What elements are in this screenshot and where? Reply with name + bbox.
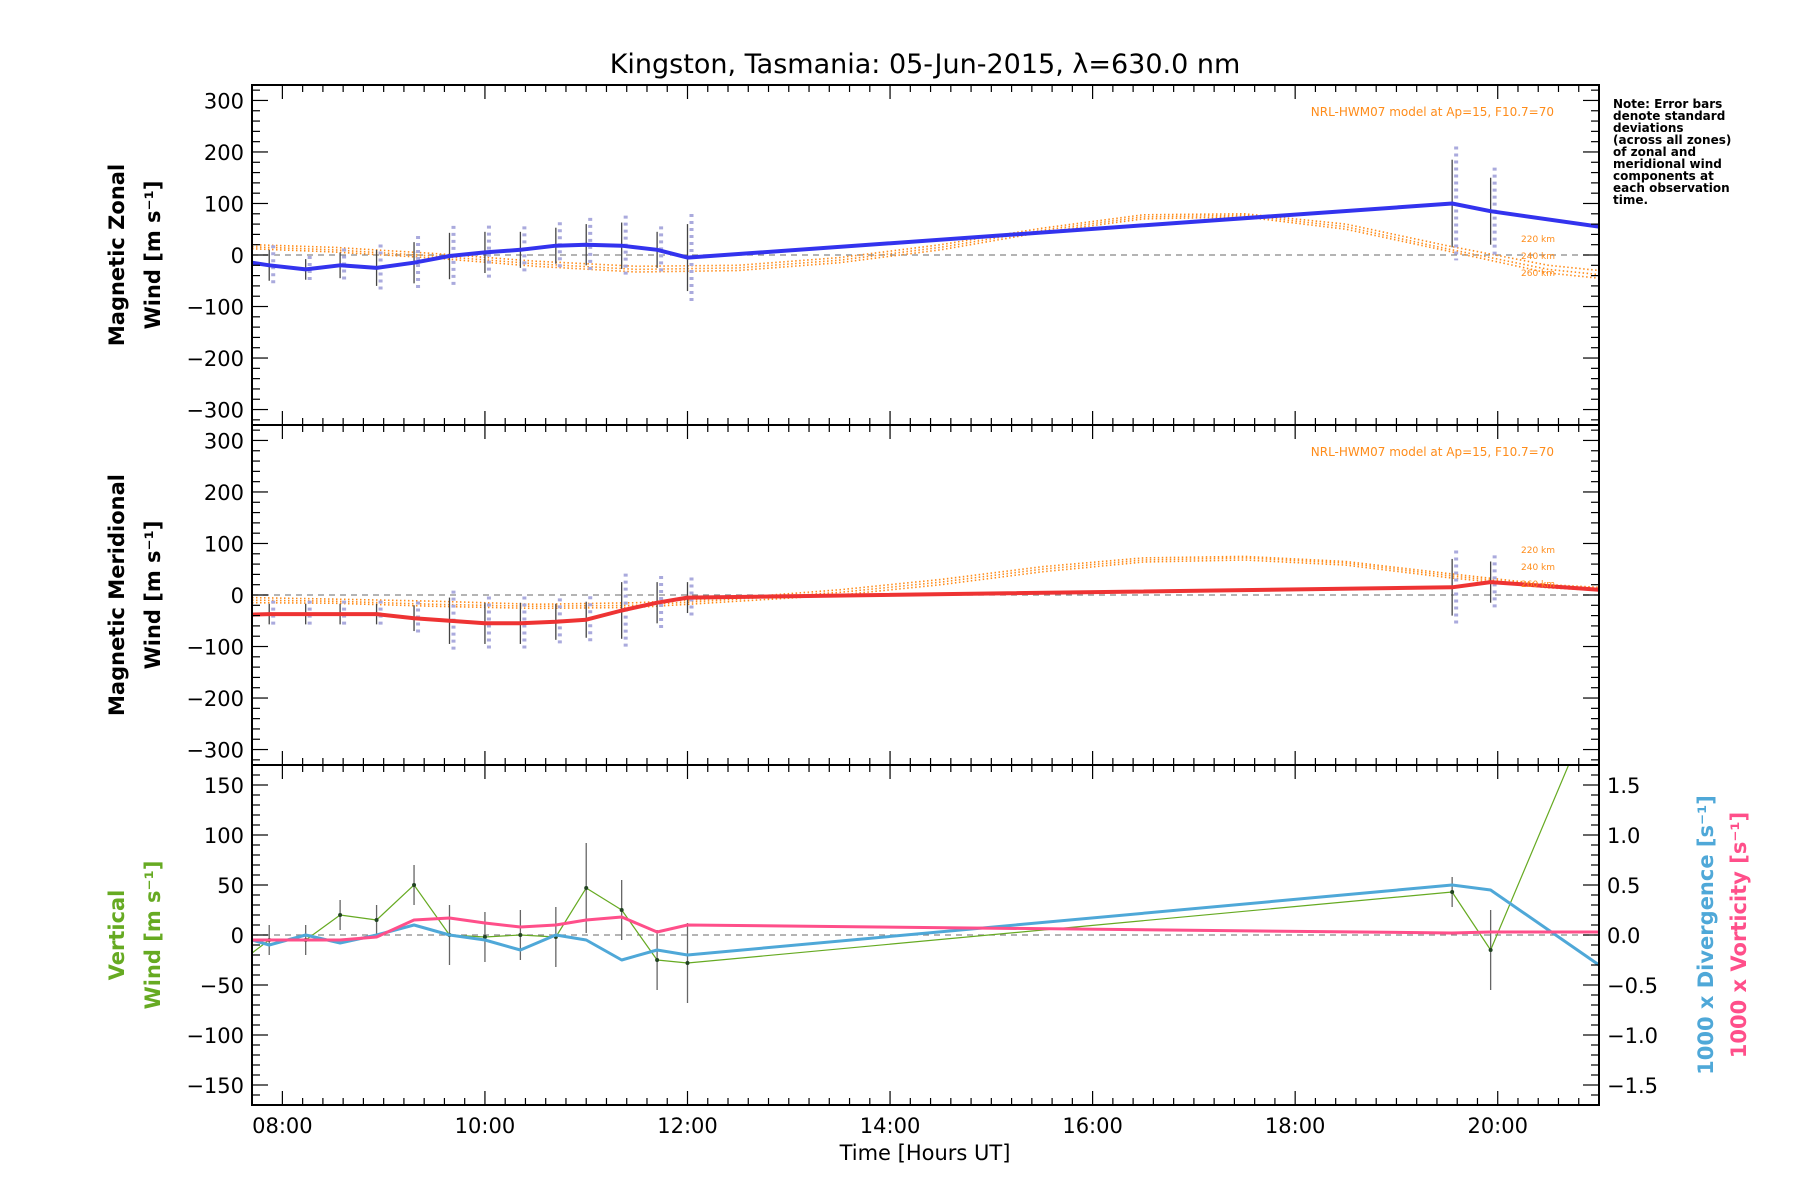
altitude-label: 260 km	[1521, 580, 1555, 590]
note-line: denote standard	[1613, 109, 1725, 123]
x-tick-label: 08:00	[252, 1114, 313, 1138]
note-line: deviations	[1613, 121, 1684, 135]
y-tick-label: 300	[204, 89, 244, 113]
y2-tick-label: 1.0	[1607, 824, 1640, 848]
y2-tick-label: −1.0	[1607, 1024, 1658, 1048]
vertical-wind-point	[584, 886, 589, 890]
y-tick-label: 100	[204, 532, 244, 556]
data-layer	[252, 550, 1599, 651]
y-axis-label-line2: Wind [m s⁻¹]	[141, 521, 165, 670]
y-tick-label: −300	[186, 739, 244, 763]
y-tick-label: 50	[217, 874, 244, 898]
vertical-wind-point	[685, 961, 690, 965]
y-tick-label: 0	[231, 924, 244, 948]
altitude-label: 260 km	[1521, 269, 1555, 279]
model-curve-220km	[252, 555, 1599, 606]
meridional-wind-line	[252, 580, 1599, 626]
vertical-wind-point	[374, 918, 379, 922]
y-axis-label-line2: Wind [m s⁻¹]	[141, 861, 165, 1010]
zonal-wind-line	[252, 201, 1599, 272]
data-layer	[252, 765, 1599, 1003]
y-tick-label: −100	[186, 1024, 244, 1048]
y-tick-label: 150	[204, 774, 244, 798]
y-tick-label: 100	[204, 192, 244, 216]
model-curve-260km	[252, 559, 1599, 610]
vertical-wind-point	[655, 958, 660, 962]
model-curve-240km	[252, 214, 1599, 276]
altitude-label: 240 km	[1521, 563, 1555, 573]
y2-tick-label: −1.5	[1607, 1074, 1658, 1098]
meridional-wind-panel: −300 −200 −100 0 100 200 300 Magnetic Meridiona…	[105, 424, 1600, 766]
vertical-wind-point	[1488, 948, 1493, 952]
y-tick-label: −50	[200, 974, 244, 998]
altitude-label: 220 km	[1521, 546, 1555, 556]
y-tick-label: −200	[186, 347, 244, 371]
y-axis-label-line1: Magnetic Zonal	[105, 164, 129, 346]
x-tick-label: 20:00	[1467, 1114, 1528, 1138]
y-tick-label: 200	[204, 481, 244, 505]
divergence-axis-label: 1000 x Divergence [s⁻¹]	[1694, 795, 1718, 1075]
x-tick-label: 12:00	[657, 1114, 718, 1138]
y2-tick-label: 0.5	[1607, 874, 1640, 898]
data-layer	[252, 146, 1599, 302]
y-tick-label: 100	[204, 824, 244, 848]
vertical-wind-point	[619, 908, 624, 912]
x-tick-label: 16:00	[1062, 1114, 1123, 1138]
x-tick-label: 18:00	[1265, 1114, 1326, 1138]
note-line: each observation	[1613, 181, 1730, 195]
vertical-wind-point	[338, 913, 343, 917]
y2-tick-label: −0.5	[1607, 974, 1658, 998]
model-note: NRL-HWM07 model at Ap=15, F10.7=70	[1311, 105, 1554, 119]
y-axis-label-line1: Magnetic Meridional	[105, 474, 129, 716]
note-line: of zonal and	[1613, 145, 1696, 159]
note-line: components at	[1613, 169, 1714, 183]
y-axis-label-line2: Wind [m s⁻¹]	[141, 181, 165, 330]
zonal-wind-panel: −300 −200 −100 0 100 200 300 Magnetic Zonal Wind…	[105, 84, 1600, 426]
altitude-label: 220 km	[1521, 235, 1555, 245]
y-tick-label: −100	[186, 636, 244, 660]
model-curve-260km	[252, 216, 1599, 279]
note-line: (across all zones)	[1613, 133, 1731, 147]
y-tick-label: −100	[186, 296, 244, 320]
vertical-wind-point	[518, 933, 523, 937]
y-tick-label: 300	[204, 429, 244, 453]
y-axis-label-line1: Vertical	[105, 890, 129, 981]
vertical-wind-point	[1450, 890, 1455, 894]
x-tick-label: 10:00	[455, 1114, 516, 1138]
note-line: Note: Error bars	[1613, 97, 1722, 111]
altitude-label: 240 km	[1521, 252, 1555, 262]
chart-title: Kingston, Tasmania: 05-Jun-2015, λ=630.0…	[610, 49, 1241, 80]
model-curve-240km	[252, 557, 1599, 608]
vertical-wind-point	[482, 935, 487, 939]
note-line: time.	[1613, 193, 1648, 207]
y-tick-label: −150	[186, 1074, 244, 1098]
vorticity-axis-label: 1000 x Vorticity [s⁻¹]	[1727, 812, 1751, 1058]
x-tick-label: 14:00	[860, 1114, 921, 1138]
y-tick-label: 200	[204, 141, 244, 165]
note-line: meridional wind	[1613, 157, 1722, 171]
y-tick-label: 0	[231, 584, 244, 608]
y2-tick-label: 0.0	[1607, 924, 1640, 948]
x-axis-label: Time [Hours UT]	[839, 1141, 1011, 1165]
y-tick-label: −200	[186, 687, 244, 711]
y2-tick-label: 1.5	[1607, 774, 1640, 798]
vertical-wind-panel: −150 −100 −50 0 50 100 150 −1.5 −1.0 −0.5 0.0 0.5 1.…	[105, 764, 1751, 1138]
model-note: NRL-HWM07 model at Ap=15, F10.7=70	[1311, 445, 1554, 459]
y-tick-label: −300	[186, 399, 244, 423]
y-tick-label: 0	[231, 244, 244, 268]
vertical-wind-point	[412, 883, 417, 887]
vorticity-line	[252, 915, 1599, 942]
